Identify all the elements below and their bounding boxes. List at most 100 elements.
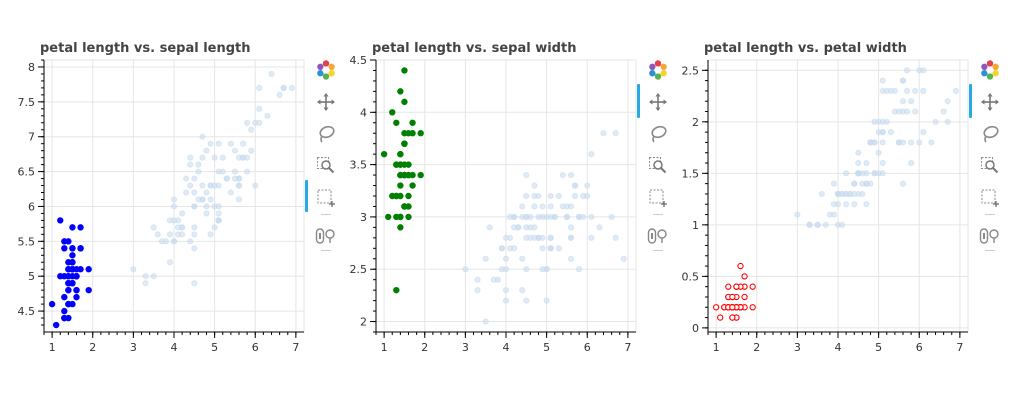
data-point-nonselected	[252, 182, 259, 189]
data-point-selected	[741, 293, 748, 301]
data-point-nonselected	[531, 224, 538, 231]
lasso-select-icon[interactable]	[644, 120, 672, 148]
data-point-selected	[401, 171, 408, 179]
reset-icon[interactable]	[644, 222, 672, 250]
toolbar-separator	[321, 214, 331, 215]
reset-icon[interactable]	[976, 222, 1004, 250]
chart-title: petal length vs. petal width	[704, 41, 907, 56]
data-point-selected	[61, 238, 68, 245]
pan-icon[interactable]	[976, 88, 1004, 116]
data-point-nonselected	[235, 182, 243, 189]
toolbar-separator	[321, 250, 331, 251]
y-tick-label: 2	[360, 316, 367, 329]
data-point-nonselected	[142, 280, 149, 287]
data-point-selected	[417, 171, 424, 179]
data-point-nonselected	[280, 84, 287, 91]
active-tool-indicator	[305, 180, 308, 212]
data-point-nonselected	[195, 196, 202, 203]
data-point-nonselected	[215, 217, 222, 224]
y-tick-label: 3	[360, 211, 367, 224]
box-select-icon[interactable]	[976, 184, 1004, 212]
data-point-selected	[393, 286, 400, 294]
data-point-selected	[401, 67, 408, 74]
box-select-icon[interactable]	[644, 184, 672, 212]
data-point-nonselected	[571, 182, 579, 189]
data-point-nonselected	[523, 297, 530, 304]
data-point-nonselected	[219, 154, 226, 161]
zoom-icon[interactable]	[976, 152, 1004, 180]
data-point-nonselected	[207, 140, 214, 147]
toolbar-separator	[653, 250, 663, 251]
data-point-selected	[77, 224, 84, 231]
pan-icon[interactable]	[644, 88, 672, 116]
x-tick-label: 3	[462, 341, 469, 354]
data-point-nonselected	[543, 297, 550, 304]
chart-title: petal length vs. sepal length	[40, 41, 251, 56]
x-tick-label: 2	[89, 341, 96, 354]
data-point-selected	[405, 213, 412, 221]
y-tick-label: 2.5	[682, 64, 700, 77]
data-point-nonselected	[539, 245, 546, 252]
toolbar-separator	[985, 214, 995, 215]
data-point-nonselected	[899, 98, 907, 105]
data-point-nonselected	[199, 182, 206, 189]
data-point-nonselected	[211, 154, 218, 161]
data-point-nonselected	[952, 87, 959, 95]
data-point-nonselected	[486, 224, 493, 231]
data-point-nonselected	[227, 189, 234, 196]
data-point-selected	[85, 266, 92, 273]
data-point-selected	[389, 109, 396, 116]
data-point-selected	[717, 314, 724, 321]
data-point-nonselected	[515, 224, 522, 231]
data-point-selected	[749, 283, 756, 290]
data-point-nonselected	[535, 213, 542, 221]
data-point-nonselected	[203, 189, 210, 196]
data-point-nonselected	[244, 119, 251, 126]
y-tick-label: 0	[692, 322, 699, 335]
data-point-nonselected	[863, 201, 870, 208]
data-point-nonselected	[199, 133, 206, 140]
data-point-selected	[73, 293, 80, 301]
y-tick-label: 2.5	[350, 263, 368, 276]
data-point-nonselected	[612, 130, 619, 137]
lasso-select-icon[interactable]	[312, 120, 340, 148]
data-point-nonselected	[203, 147, 210, 154]
data-point-nonselected	[859, 180, 866, 187]
data-point-selected	[65, 273, 72, 280]
data-point-nonselected	[511, 213, 518, 221]
data-point-nonselected	[903, 87, 911, 95]
data-point-selected	[409, 182, 416, 189]
data-point-nonselected	[908, 98, 915, 105]
data-point-nonselected	[588, 234, 595, 241]
data-point-nonselected	[600, 130, 607, 137]
data-point-nonselected	[191, 245, 198, 252]
data-point-selected	[61, 314, 68, 322]
lasso-select-icon[interactable]	[976, 120, 1004, 148]
data-point-nonselected	[794, 211, 801, 218]
data-point-nonselected	[256, 105, 263, 112]
data-point-nonselected	[191, 231, 198, 238]
data-point-selected	[397, 88, 404, 95]
reset-icon[interactable]	[312, 222, 340, 250]
y-tick-label: 7	[28, 131, 35, 144]
data-point-nonselected	[523, 234, 530, 241]
data-point-nonselected	[462, 266, 469, 273]
data-point-nonselected	[170, 196, 178, 203]
zoom-icon[interactable]	[312, 152, 340, 180]
y-tick-label: 5	[28, 270, 35, 283]
data-point-nonselected	[563, 213, 571, 221]
data-point-selected	[61, 307, 68, 315]
data-point-nonselected	[547, 192, 554, 200]
bokeh-logo-icon	[976, 56, 1004, 84]
data-point-selected	[397, 213, 404, 221]
plot-sepal-length: petal length vs. sepal length 1 2 3 4 5 6 7 4.5 5…	[0, 0, 340, 405]
data-point-selected	[725, 283, 732, 290]
data-point-nonselected	[191, 189, 198, 196]
pan-icon[interactable]	[312, 88, 340, 116]
data-point-nonselected	[264, 112, 271, 119]
data-point-nonselected	[567, 171, 575, 179]
zoom-icon[interactable]	[644, 152, 672, 180]
data-point-nonselected	[235, 196, 243, 203]
box-select-icon[interactable]	[312, 184, 340, 212]
data-point-nonselected	[912, 87, 919, 95]
